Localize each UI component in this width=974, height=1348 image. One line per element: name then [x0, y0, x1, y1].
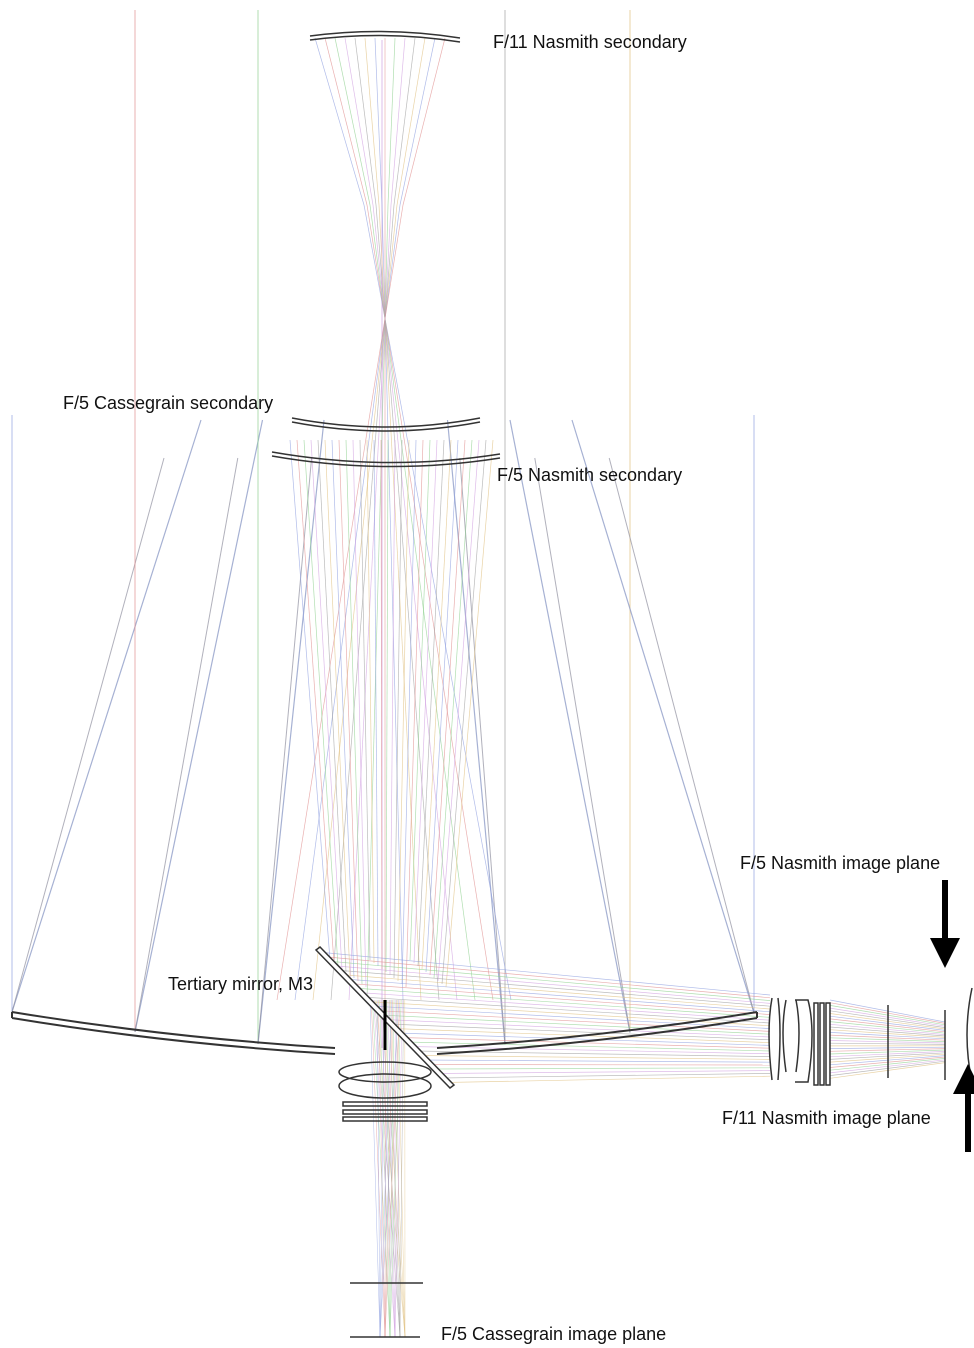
ray [430, 440, 465, 975]
ray [315, 38, 364, 205]
ray [360, 440, 370, 960]
ray [388, 1024, 770, 1040]
ray [510, 420, 630, 1032]
ray [344, 979, 770, 1012]
ray [397, 38, 425, 205]
ray [386, 440, 388, 972]
label: F/5 Cassegrain secondary [63, 393, 273, 413]
ray [403, 38, 445, 205]
ray [365, 38, 379, 205]
f5-nasmith-secondary-mirror [272, 452, 500, 467]
ray-bundle [12, 10, 945, 1337]
ray [535, 458, 630, 1032]
page: F/11 Nasmith secondary F/5 Cassegrain se… [0, 0, 974, 1348]
ray [391, 38, 405, 205]
ray [448, 420, 506, 1044]
ray [358, 993, 770, 1021]
label: Tertiary mirror, M3 [168, 974, 313, 994]
ray [380, 1000, 384, 1337]
ray [12, 458, 164, 1012]
ray [422, 440, 451, 969]
diagram: F/11 Nasmith secondary F/5 Cassegrain se… [0, 0, 974, 1348]
label: F/11 Nasmith image plane [722, 1108, 931, 1128]
ray [366, 1002, 770, 1026]
ray [367, 440, 374, 963]
ray [258, 420, 324, 1044]
ray [349, 984, 770, 1015]
label: F/5 Nasmith secondary [497, 465, 682, 485]
ray [398, 440, 409, 981]
ray [322, 957, 770, 998]
ray [609, 458, 754, 1013]
label: F/5 Cassegrain image plane [441, 1324, 666, 1344]
arrow [953, 1064, 974, 1152]
ray [332, 440, 354, 978]
ray [345, 38, 373, 205]
ray [135, 458, 238, 1032]
ray [424, 1060, 770, 1062]
f5-cassegrain-secondary-mirror [292, 418, 480, 431]
ray [388, 38, 395, 205]
ray [277, 205, 403, 1000]
ray [406, 440, 423, 987]
ray [428, 1065, 770, 1066]
ray [325, 38, 367, 205]
label: F/5 Nasmith image plane [740, 853, 940, 873]
ray [438, 440, 479, 981]
ray [414, 440, 437, 963]
ray [335, 38, 370, 205]
ray [331, 966, 770, 1004]
ray [135, 420, 263, 1032]
ray [258, 458, 312, 1044]
arrow [930, 880, 960, 968]
ray [12, 420, 201, 1012]
ray [432, 1068, 770, 1069]
ray [336, 970, 770, 1006]
ray [402, 440, 416, 984]
ray [304, 440, 338, 966]
ray [572, 420, 754, 1013]
ray [437, 1071, 770, 1074]
ray [375, 38, 382, 205]
ray [390, 440, 395, 975]
ray [400, 38, 435, 205]
ray [355, 38, 376, 205]
label: F/11 Nasmith secondary [493, 32, 687, 52]
ray [394, 38, 415, 205]
ray [385, 1000, 386, 1337]
